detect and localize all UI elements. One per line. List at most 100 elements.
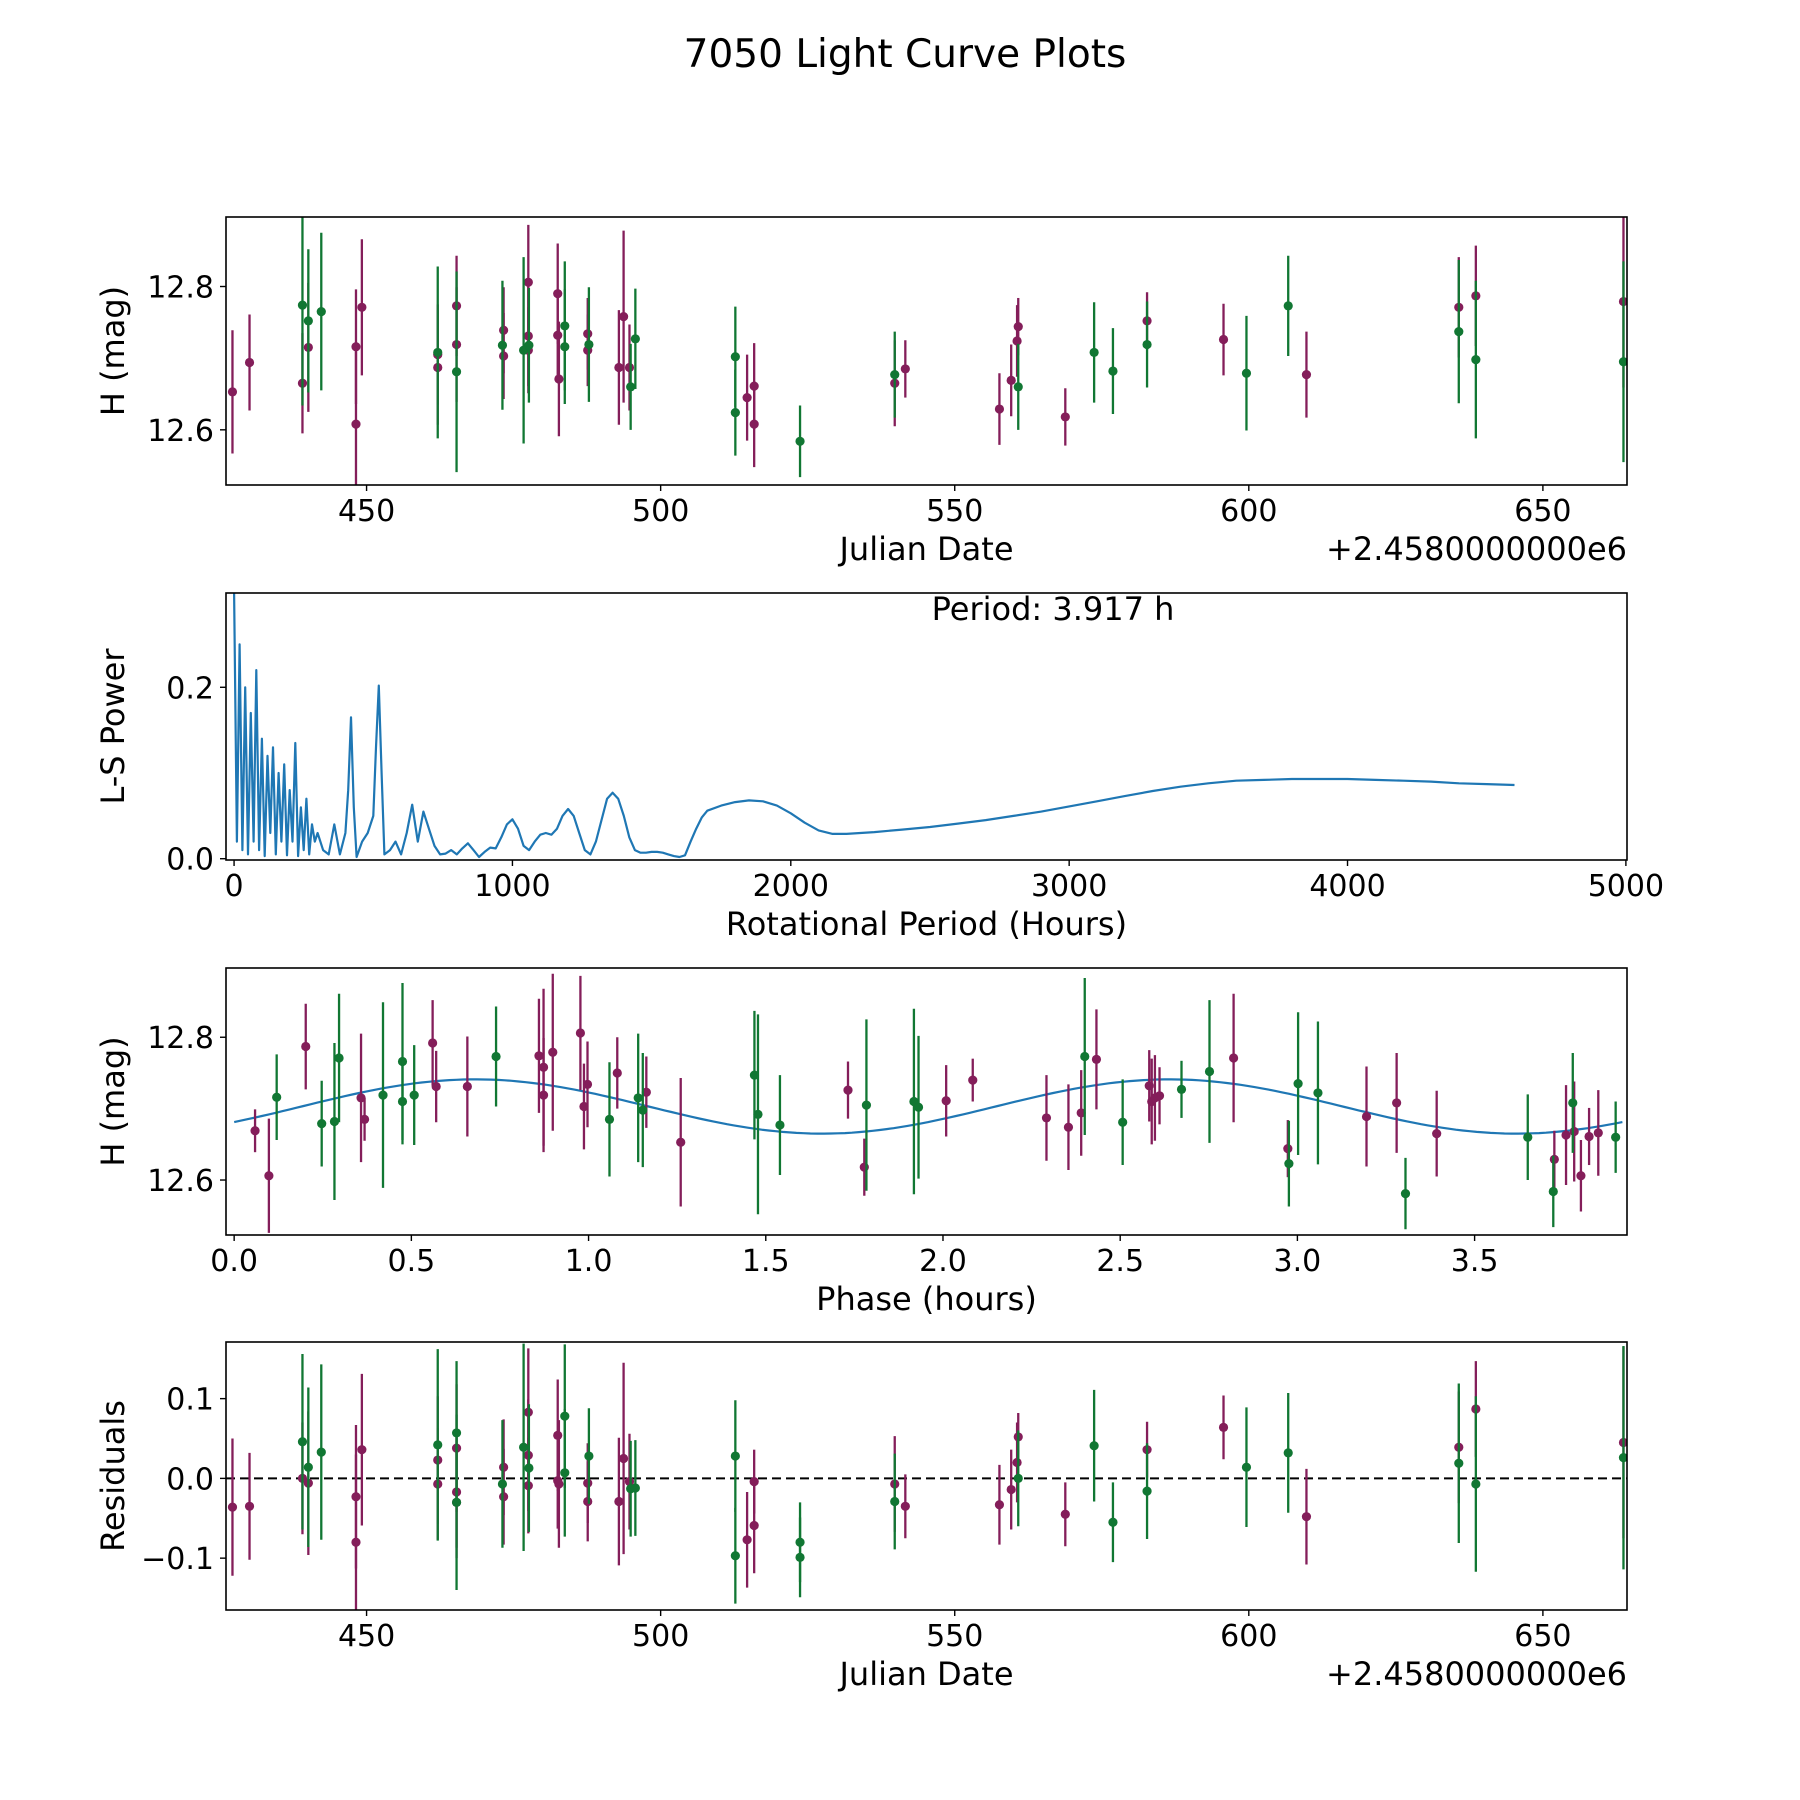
data-point [431,1081,441,1092]
data-point [351,419,361,429]
data-point [749,1520,759,1531]
data-point [554,374,564,384]
y-axis-label: H (mag) [94,286,132,416]
data-point [499,1492,509,1502]
y-tick-label: 12.6 [147,1164,214,1199]
x-tick-label: 2000 [753,869,829,904]
data-point [357,302,367,312]
data-point [753,1109,763,1119]
data-point [775,1120,785,1130]
data-point [630,334,640,344]
data-point [1154,1091,1165,1101]
axes-frame [225,216,1628,486]
light-curve-panel: 450 500 550 600 650 12.6 12.8 Julian Date +2.458… [94,216,1628,568]
data-point [1584,1131,1594,1142]
data-point [614,1496,624,1507]
x-tick-label: 600 [1220,1619,1277,1654]
data-point [334,1053,344,1063]
data-point [1060,1509,1070,1519]
data-point [524,1463,534,1473]
data-point [968,1075,978,1085]
data-point [1561,1130,1571,1140]
x-tick-label: 1.0 [565,1244,613,1279]
data-point [1142,339,1152,350]
axes-frame [225,1341,1628,1611]
plot-area [233,973,1623,1233]
data-point [316,306,326,317]
data-point [1471,354,1481,365]
data-point [1301,1512,1312,1522]
x-tick-label: 0.0 [210,1244,258,1279]
data-point [1013,322,1023,332]
data-point [560,342,570,352]
data-point [1618,357,1627,367]
data-point [1204,1066,1215,1077]
data-point [1006,375,1016,385]
data-point [843,1085,853,1095]
data-point [1013,382,1023,392]
data-point [795,436,805,446]
data-point [497,340,508,350]
data-point [612,1068,622,1078]
data-point [451,367,462,377]
x-tick-label: 1000 [474,869,550,904]
data-point [359,1114,370,1124]
data-point [1241,368,1252,378]
data-point [1283,301,1293,311]
x-tick-label: 550 [926,1619,983,1654]
axes-frame [225,592,1628,861]
data-point [575,1028,586,1038]
y-tick-label: 12.6 [147,414,214,449]
x-tick-label: 4000 [1309,869,1385,904]
data-point [462,1081,472,1092]
data-point [491,1051,501,1062]
x-tick-label: 550 [926,494,983,529]
data-point [264,1171,274,1181]
data-point [1060,412,1070,422]
data-point [584,339,594,350]
data-point [900,364,910,374]
y-tick-label: 12.8 [147,1021,214,1056]
x-axis-label: Phase (hours) [816,1280,1037,1318]
x-tick-label: 450 [338,1619,395,1654]
x-tick-label: 650 [1514,1619,1571,1654]
data-point [378,1090,388,1100]
data-point [624,362,635,373]
x-axis-offset-label: +2.4580000000e6 [1326,1655,1627,1693]
x-tick-label: 3000 [1031,869,1107,904]
y-tick-label: 0.0 [166,843,214,878]
x-tick-label: 450 [338,494,395,529]
x-tick-label: 500 [632,1619,689,1654]
y-axis-label: L-S Power [94,648,132,805]
data-point [433,347,443,358]
data-point [1063,1122,1074,1132]
data-point [1548,1186,1558,1197]
data-point [795,1552,805,1562]
x-tick-label: 650 [1514,494,1571,529]
data-point [301,1041,311,1052]
data-point [560,1468,570,1478]
series-b [297,1343,1627,1604]
data-point [730,408,740,418]
data-point [641,1087,651,1097]
data-point [1241,1462,1252,1472]
data-point [303,316,313,326]
data-point [579,1101,589,1112]
data-point [941,1096,951,1106]
data-point [519,1442,529,1452]
data-point [534,1051,544,1061]
data-point [1432,1129,1442,1139]
data-point [1218,334,1229,345]
data-point [499,351,509,361]
data-point [297,300,308,310]
phase-fold-panel: 0.0 0.5 1.0 1.5 2.0 2.5 3.0 3.5 12.6 12.8 Phase (h… [94,967,1628,1318]
period-annotation: Period: 3.917 h [932,590,1175,628]
data-point [227,387,238,397]
x-tick-label: 2.5 [1096,1244,1144,1279]
data-point [676,1137,686,1147]
x-tick-label: 500 [632,494,689,529]
data-point [1218,1422,1229,1432]
data-point [913,1102,924,1112]
data-point [1013,1473,1023,1483]
data-point [1611,1132,1621,1142]
